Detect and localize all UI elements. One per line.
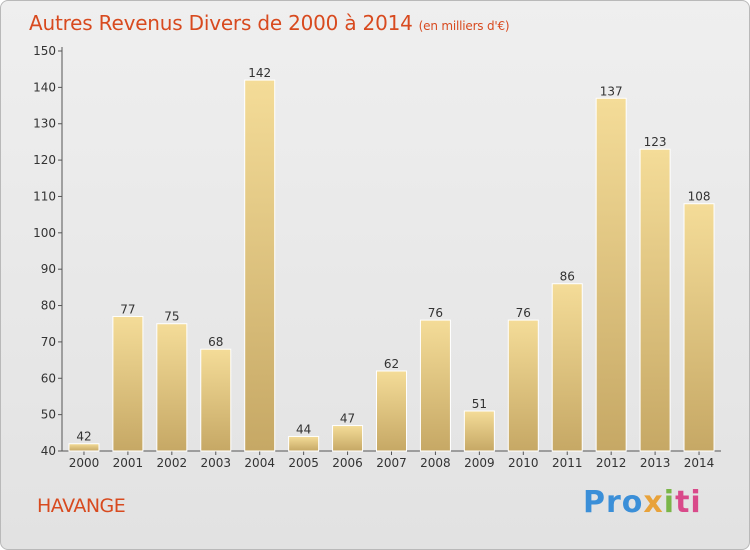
logo-part-2: x (643, 485, 664, 520)
bar-2008 (419, 319, 451, 452)
bar-2014 (683, 203, 715, 452)
y-tick-label: 100 (33, 226, 56, 240)
data-label-2009: 51 (472, 397, 487, 411)
logo-part-4: ti (675, 485, 702, 520)
bars (68, 79, 715, 452)
chart-title: Autres Revenus Divers de 2000 à 2014 (en … (29, 11, 510, 35)
y-tick-label: 70 (41, 335, 56, 349)
y-tick-label: 40 (41, 444, 56, 458)
data-label-2006: 47 (340, 412, 355, 426)
bar-2006 (332, 425, 364, 452)
chart-title-text: Autres Revenus Divers de 2000 à 2014 (29, 11, 413, 35)
data-label-2013: 123 (644, 135, 667, 149)
y-tick-label: 50 (41, 408, 56, 422)
logo-part-3: i (663, 485, 676, 520)
logo-part-1: Pro (583, 485, 644, 520)
bar-2012 (595, 97, 627, 452)
data-label-2000: 42 (76, 430, 91, 444)
y-tick-label: 140 (33, 80, 56, 94)
bar-2013 (639, 148, 671, 452)
x-tick-label: 2009 (464, 456, 495, 470)
data-label-2003: 68 (208, 335, 223, 349)
bar-2003 (200, 348, 232, 452)
y-tick-label: 120 (33, 153, 56, 167)
bar-2001 (112, 315, 144, 452)
y-tick-label: 90 (41, 262, 56, 276)
y-tick-label: 130 (33, 117, 56, 131)
x-tick-label: 2008 (420, 456, 451, 470)
data-label-2008: 76 (428, 306, 443, 320)
x-tick-label: 2003 (200, 456, 231, 470)
x-axis: 2000 2001 2002 2003 2004 2005 2006 2007 2008 2009… (62, 450, 721, 470)
x-tick-label: 2011 (552, 456, 583, 470)
y-tick-label: 80 (41, 299, 56, 313)
data-label-2005: 44 (296, 422, 311, 436)
x-tick-label: 2007 (376, 456, 407, 470)
data-label-2014: 108 (688, 190, 711, 204)
data-label-2001: 77 (120, 302, 135, 316)
y-axis: 40 50 60 70 80 90 100 110 120 130 140 150 (33, 44, 63, 458)
bar-2011 (551, 283, 583, 452)
x-tick-label: 2014 (684, 456, 715, 470)
y-tick-label: 60 (41, 371, 56, 385)
bar-2000 (68, 443, 100, 452)
data-label-2010: 76 (516, 306, 531, 320)
y-tick-label: 110 (33, 189, 56, 203)
bar-2004 (244, 79, 276, 452)
x-tick-label: 2010 (508, 456, 539, 470)
x-tick-label: 2005 (288, 456, 319, 470)
bar-2002 (156, 323, 188, 452)
bar-2009 (463, 410, 495, 452)
data-labels: 42 77 75 68 142 44 47 62 76 51 76 86 137 123 108 (76, 66, 710, 444)
x-tick-label: 2006 (332, 456, 363, 470)
chart-subtitle: (en milliers d'€) (418, 19, 510, 33)
data-label-2002: 75 (164, 310, 179, 324)
y-tick-label: 150 (33, 44, 56, 58)
bar-2007 (376, 370, 407, 452)
x-tick-label: 2004 (244, 456, 275, 470)
x-tick-label: 2012 (596, 456, 627, 470)
proxiti-logo[interactable]: Proxiti (583, 485, 702, 520)
commune-name: HAVANGE (37, 495, 126, 517)
data-label-2004: 142 (248, 66, 271, 80)
x-tick-label: 2001 (113, 456, 144, 470)
bar-2005 (288, 435, 320, 452)
x-tick-label: 2013 (640, 456, 671, 470)
x-tick-label: 2002 (157, 456, 188, 470)
bar-2010 (507, 319, 539, 452)
data-label-2007: 62 (384, 357, 399, 371)
data-label-2011: 86 (560, 270, 575, 284)
x-tick-label: 2000 (69, 456, 100, 470)
data-label-2012: 137 (600, 84, 623, 98)
